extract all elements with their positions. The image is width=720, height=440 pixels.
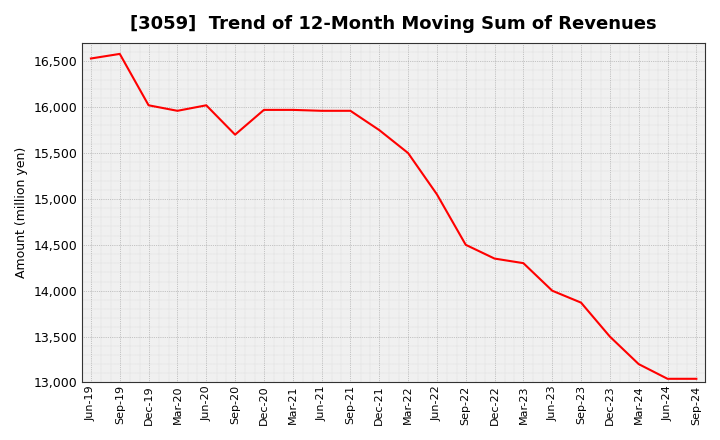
Y-axis label: Amount (million yen): Amount (million yen) bbox=[15, 147, 28, 279]
Title: [3059]  Trend of 12-Month Moving Sum of Revenues: [3059] Trend of 12-Month Moving Sum of R… bbox=[130, 15, 657, 33]
